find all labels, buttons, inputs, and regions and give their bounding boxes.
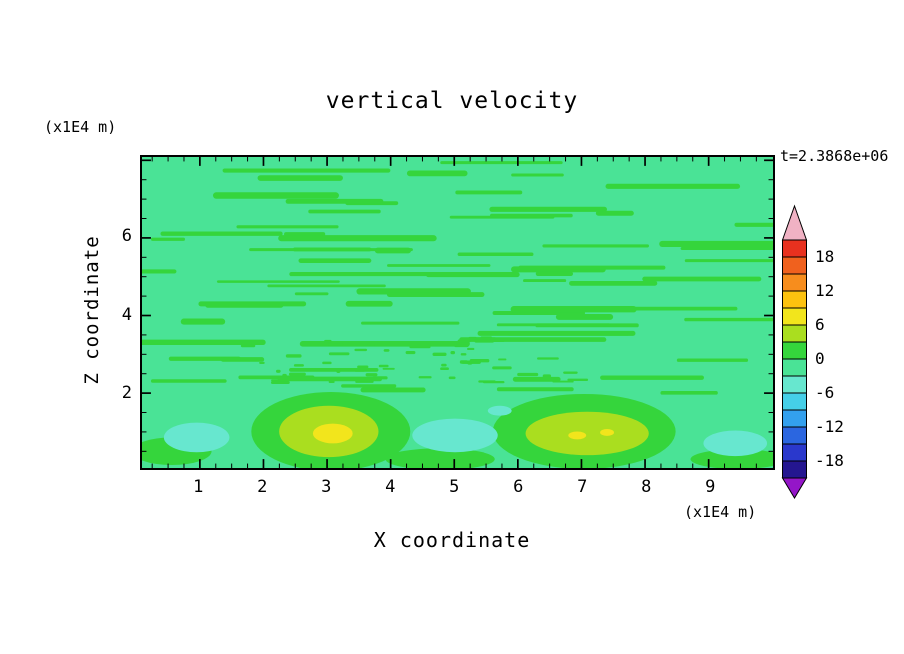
colorbar-tick-label: -12 bbox=[815, 417, 844, 436]
colorbar-tick-label: 18 bbox=[815, 247, 835, 266]
time-annotation: t=2.3868e+06 bbox=[780, 147, 889, 165]
x-tick-label: 9 bbox=[705, 477, 716, 497]
y-tick-label: 6 bbox=[121, 225, 132, 246]
contour-plot bbox=[142, 157, 773, 468]
x-axis-unit-label: (x1E4 m) bbox=[684, 503, 757, 521]
x-tick-label: 6 bbox=[513, 477, 524, 497]
x-tick-label: 3 bbox=[321, 477, 332, 497]
x-tick-label: 2 bbox=[257, 477, 268, 497]
x-tick-label: 7 bbox=[577, 477, 588, 497]
x-tick-label: 4 bbox=[385, 477, 396, 497]
chart-title: vertical velocity bbox=[325, 88, 579, 114]
colorbar-tick-label: 0 bbox=[815, 349, 825, 368]
x-tick-label: 1 bbox=[193, 477, 204, 497]
colorbar-tick-label: 12 bbox=[815, 281, 835, 300]
y-tick-label: 4 bbox=[121, 304, 132, 325]
contour-plot-frame bbox=[140, 155, 775, 470]
y-tick-label: 2 bbox=[121, 383, 132, 404]
colorbar-tick-label: -18 bbox=[815, 451, 844, 470]
colorbar-tick-label: -6 bbox=[815, 383, 835, 402]
x-tick-label: 8 bbox=[641, 477, 652, 497]
x-axis-title: X coordinate bbox=[373, 528, 531, 552]
colorbar bbox=[781, 204, 808, 499]
y-axis-unit-label: (x1E4 m) bbox=[44, 118, 117, 136]
y-axis-title: Z coordinate bbox=[81, 235, 103, 385]
colorbar-tick-label: 6 bbox=[815, 315, 825, 334]
x-tick-label: 5 bbox=[449, 477, 460, 497]
